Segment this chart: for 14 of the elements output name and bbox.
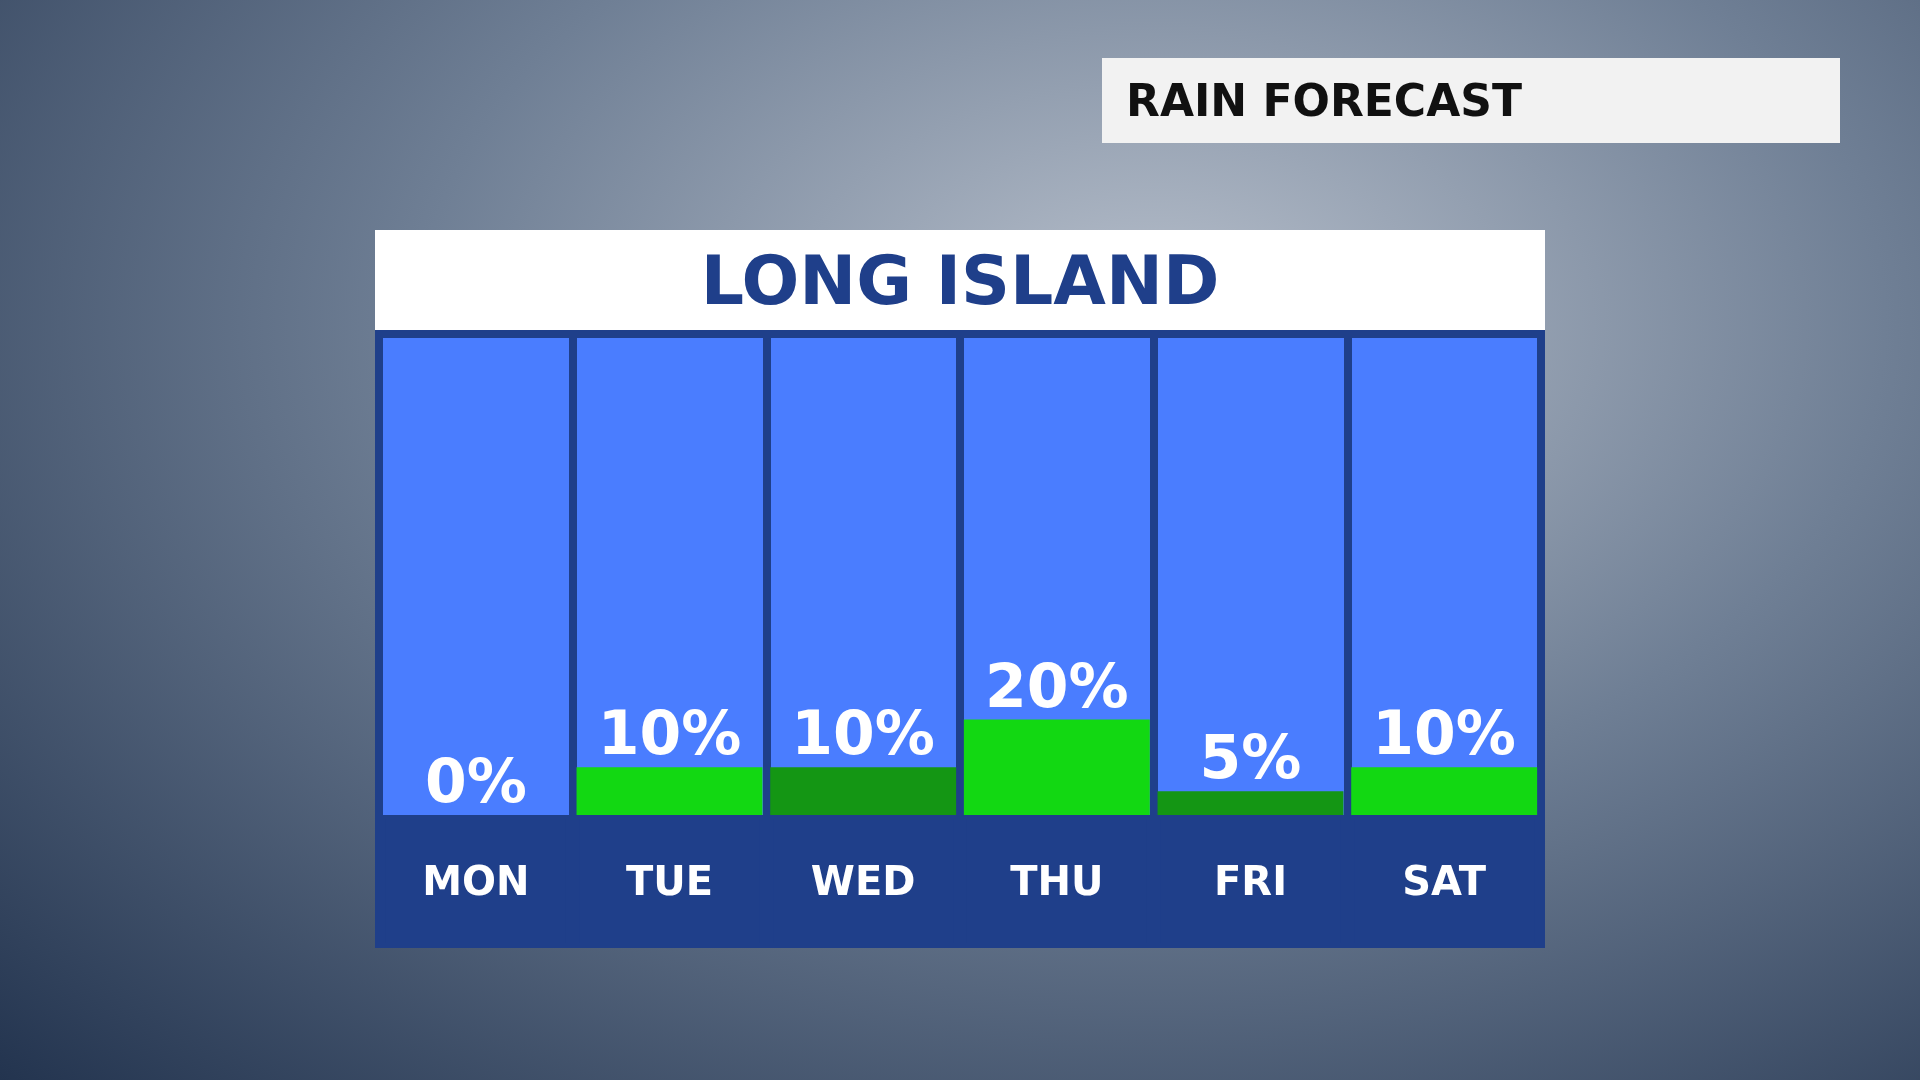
x-tick-label: TUE: [625, 858, 714, 904]
chart-title: RAIN FORECAST: [1102, 58, 1840, 143]
data-label: 5%: [1199, 722, 1302, 793]
data-label: 10%: [1372, 698, 1516, 769]
data-label: 20%: [985, 650, 1129, 721]
data-label: 0%: [424, 746, 527, 816]
x-tick-label: FRI: [1213, 858, 1288, 904]
x-tick-label: THU: [1010, 858, 1104, 904]
data-label: 10%: [597, 698, 742, 769]
chart-subtitle: LONG ISLAND: [375, 230, 1545, 330]
x-tick-label: WED: [810, 858, 916, 904]
data-label: 10%: [791, 698, 935, 769]
x-tick-label: SAT: [1402, 858, 1487, 904]
x-tick-label: MON: [422, 858, 530, 904]
